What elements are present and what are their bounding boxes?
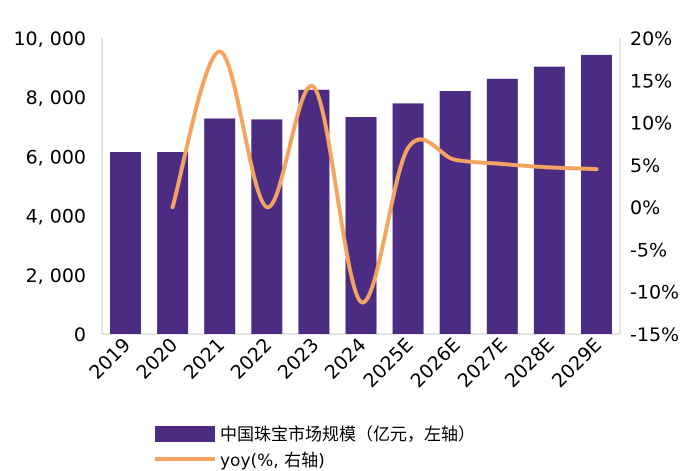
bar-2025E xyxy=(392,103,424,335)
x-tick-label: 2028E xyxy=(501,334,559,392)
bar-2024 xyxy=(345,117,377,334)
right-tick-label: 15% xyxy=(630,70,672,92)
left-tick-label: 10, 000 xyxy=(13,28,86,50)
left-tick-label: 0 xyxy=(74,324,86,346)
legend: 中国珠宝市场规模（亿元，左轴） yoy(%, 右轴) xyxy=(155,425,475,471)
bar-2021 xyxy=(204,118,236,334)
right-tick-label: -15% xyxy=(630,324,679,346)
left-tick-label: 2, 000 xyxy=(26,265,86,287)
right-tick-label: 0% xyxy=(630,197,660,219)
bar-2020 xyxy=(157,152,189,334)
right-tick-label: -10% xyxy=(630,282,679,304)
right-tick-label: 10% xyxy=(630,113,672,135)
x-tick-label: 2021 xyxy=(179,334,229,384)
x-tick-label: 2029E xyxy=(548,334,606,392)
bar-2028E xyxy=(533,66,565,334)
x-tick-label: 2023 xyxy=(274,334,324,384)
x-tick-label: 2025E xyxy=(359,334,417,392)
bar-2023 xyxy=(298,89,330,334)
x-tick-label: 2026E xyxy=(406,334,464,392)
legend-swatch-bar xyxy=(155,426,215,442)
legend-label-bar: 中国珠宝市场规模（亿元，左轴） xyxy=(220,425,475,445)
bar-2029E xyxy=(581,54,612,335)
x-tick-label: 2027E xyxy=(454,334,512,392)
right-tick-label: -5% xyxy=(630,239,667,261)
x-tick-label: 2022 xyxy=(227,334,277,384)
bars-group xyxy=(110,54,612,335)
left-tick-label: 8, 000 xyxy=(26,87,86,109)
legend-label-line: yoy(%, 右轴) xyxy=(220,451,325,471)
x-tick-label: 2020 xyxy=(132,334,182,384)
left-tick-label: 6, 000 xyxy=(26,146,86,168)
bar-2022 xyxy=(251,119,283,335)
bar-2026E xyxy=(439,91,471,334)
bar-2027E xyxy=(486,78,518,334)
left-tick-label: 4, 000 xyxy=(26,206,86,228)
right-tick-label: 20% xyxy=(630,28,672,50)
bar-2019 xyxy=(110,152,141,334)
x-tick-label: 2019 xyxy=(85,334,135,384)
yoy-line-group xyxy=(170,49,599,304)
right-tick-label: 5% xyxy=(630,155,660,177)
yoy-line xyxy=(170,49,599,304)
